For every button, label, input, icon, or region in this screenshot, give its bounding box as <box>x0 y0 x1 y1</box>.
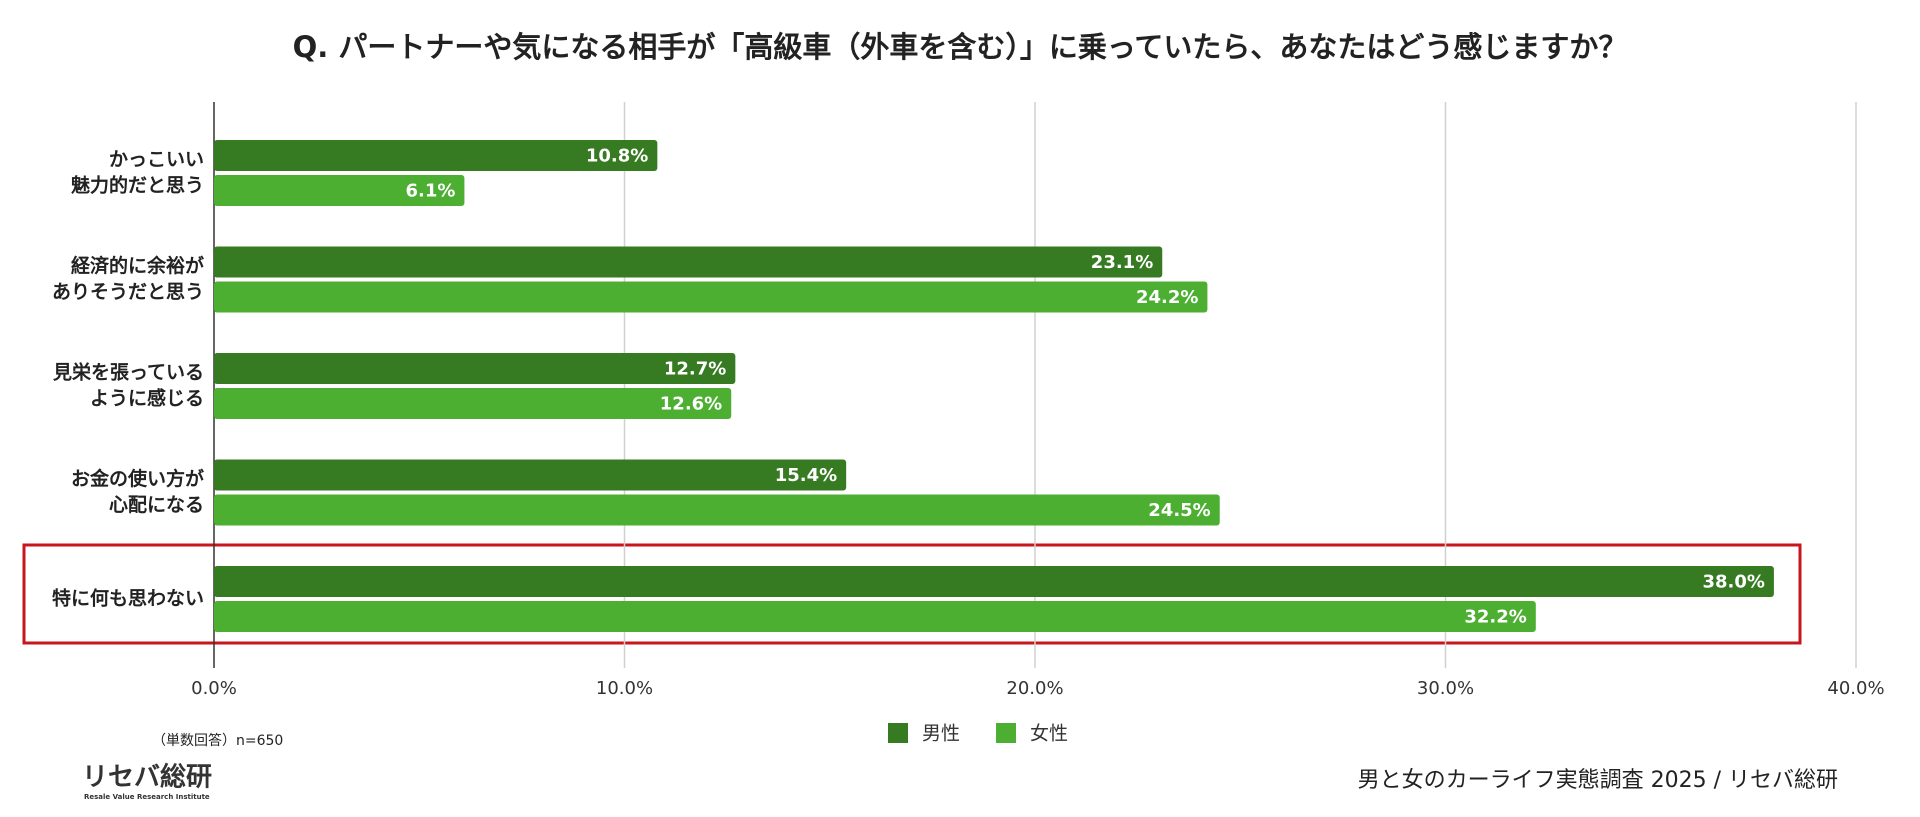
bar <box>214 140 658 171</box>
value-label: 24.2% <box>1136 287 1198 308</box>
legend-swatch <box>888 723 908 743</box>
y-tick-label: お金の使い方が <box>71 467 204 490</box>
x-tick-label: 10.0% <box>596 678 653 699</box>
bar <box>214 459 847 491</box>
y-tick-label: 見栄を張っている <box>53 361 204 384</box>
y-tick-label: ありそうだと思う <box>52 281 204 303</box>
x-tick-label: 30.0% <box>1417 678 1474 699</box>
x-tick-label: 40.0% <box>1827 678 1884 699</box>
value-label: 32.2% <box>1464 607 1526 628</box>
value-label: 15.4% <box>775 465 837 486</box>
bar <box>214 246 1163 278</box>
value-label: 10.8% <box>586 146 648 167</box>
y-tick-label: 心配になる <box>109 494 204 516</box>
value-label: 38.0% <box>1702 572 1764 593</box>
value-label: 23.1% <box>1091 252 1153 273</box>
bar <box>214 388 732 419</box>
x-tick-label: 0.0% <box>191 678 237 699</box>
y-tick-label: 特に何も思わない <box>52 587 204 610</box>
highlight-box <box>22 543 1802 645</box>
bar <box>214 281 1208 313</box>
value-label: 6.1% <box>405 181 455 202</box>
y-tick-label: かっこいい <box>109 149 204 171</box>
bar <box>214 566 1774 597</box>
y-tick-label: ように感じる <box>90 387 204 410</box>
bar <box>214 601 1536 632</box>
legend-label: 女性 <box>1030 723 1068 745</box>
note: （単数回答）n=650 <box>152 732 283 749</box>
logo: リセバ総研 <box>82 762 212 793</box>
legend-label: 男性 <box>922 723 960 745</box>
logo-subtitle: Resale Value Research Institute <box>84 793 210 801</box>
bar <box>214 353 736 384</box>
bar <box>214 494 1220 526</box>
y-tick-label: 魅力的だと思う <box>71 174 204 197</box>
value-label: 12.7% <box>664 359 726 380</box>
value-label: 12.6% <box>660 394 722 415</box>
bar <box>214 175 465 206</box>
x-tick-label: 20.0% <box>1006 678 1063 699</box>
chart-title: Q. パートナーや気になる相手が「高級車（外車を含む）」に乗っていたら、あなたは… <box>293 30 1628 64</box>
value-label: 24.5% <box>1148 500 1210 521</box>
legend-swatch <box>996 723 1017 743</box>
y-tick-label: 経済的に余裕が <box>71 254 204 277</box>
source: 男と女のカーライフ実態調査 2025 / リセバ総研 <box>1358 768 1838 793</box>
